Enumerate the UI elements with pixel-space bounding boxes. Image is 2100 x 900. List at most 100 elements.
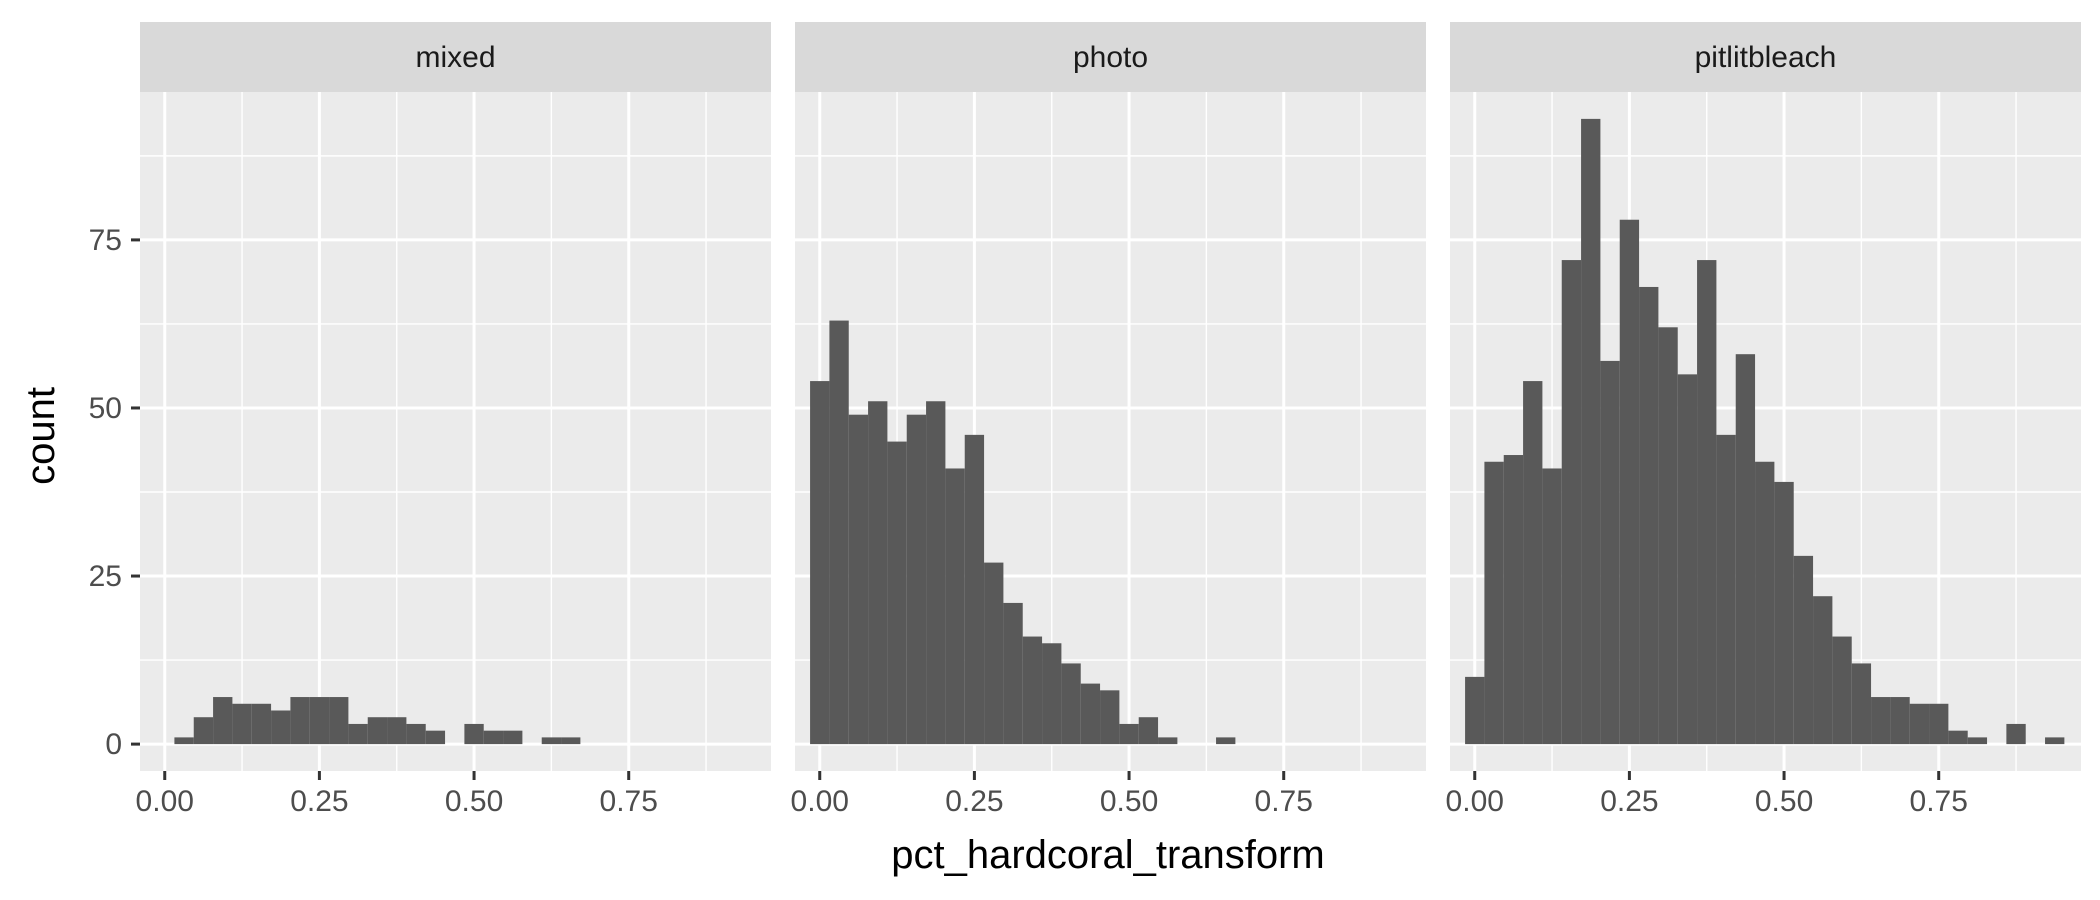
histogram-bar <box>309 697 330 745</box>
histogram-bar <box>1542 468 1562 745</box>
histogram-bar <box>503 730 523 745</box>
histogram-bar <box>1158 737 1178 745</box>
histogram-bar <box>174 737 194 745</box>
x-tick-label: 0.25 <box>945 785 1003 818</box>
histogram-bar <box>829 320 849 745</box>
x-tick-label: 0.75 <box>1255 785 1313 818</box>
x-tick-label: 0.50 <box>1755 785 1813 818</box>
histogram-bar <box>964 434 985 745</box>
y-axis-title: count <box>19 387 63 485</box>
histogram-bar <box>1061 663 1081 745</box>
facet-panel-mixed: mixed <box>140 22 771 771</box>
x-tick-label: 0.75 <box>1910 785 1968 818</box>
histogram-bar <box>251 703 272 745</box>
histogram-bar <box>232 703 252 745</box>
histogram-bar <box>1909 703 1930 745</box>
histogram-bar <box>1967 737 1988 745</box>
x-tick-label: 0.50 <box>1100 785 1158 818</box>
histogram-bar <box>1600 360 1620 745</box>
facet-strip <box>140 22 771 92</box>
x-tick-label: 0.25 <box>1600 785 1658 818</box>
panel-background <box>140 92 771 771</box>
histogram-bar <box>887 441 907 745</box>
histogram-bar <box>464 723 484 745</box>
histogram-bar <box>1929 703 1949 745</box>
histogram-bar <box>2006 723 2026 745</box>
histogram-bar <box>193 717 214 745</box>
histogram-bar <box>1022 636 1043 745</box>
histogram-bar <box>1639 286 1659 745</box>
facet-strip <box>795 22 1426 92</box>
histogram-bar <box>926 401 946 745</box>
y-tick-label: 0 <box>105 728 122 761</box>
facet-strip <box>1450 22 2081 92</box>
histogram-bar <box>1138 717 1159 745</box>
histogram-bar <box>1561 260 1582 745</box>
histogram-bar <box>348 723 368 745</box>
histogram-bar <box>945 468 965 745</box>
histogram-bar <box>271 710 291 745</box>
histogram-bar <box>541 737 562 745</box>
y-tick-label: 75 <box>89 224 122 257</box>
histogram-bar <box>906 414 927 745</box>
histogram-bar <box>387 717 407 745</box>
x-axis-pitlitbleach: 0.00 0.25 0.50 0.75 <box>1446 771 1968 818</box>
histogram-bar <box>406 723 426 745</box>
x-axis-mixed: 0.00 0.25 0.50 0.75 <box>136 771 658 818</box>
histogram-bar <box>1581 118 1601 745</box>
facet-panel-pitlitbleach: pitlitbleach <box>1450 22 2081 771</box>
histogram-bar <box>1619 219 1640 745</box>
histogram-bar <box>1119 723 1139 745</box>
histogram-bar <box>1832 636 1852 745</box>
histogram-bar <box>1697 260 1717 745</box>
histogram-bar <box>1465 676 1485 745</box>
histogram-bar <box>1100 690 1120 745</box>
x-tick-label: 0.00 <box>136 785 194 818</box>
y-tick-label: 50 <box>89 392 122 425</box>
histogram-bar <box>1813 596 1833 745</box>
histogram-bar <box>1658 327 1678 745</box>
histogram-bar <box>868 401 888 745</box>
x-tick-label: 0.00 <box>791 785 849 818</box>
histogram-bar <box>329 697 349 745</box>
y-tick-label: 25 <box>89 560 122 593</box>
histogram-bar <box>483 730 504 745</box>
histogram-bar <box>425 730 446 745</box>
histogram-bar <box>1851 663 1872 745</box>
histogram-bar <box>1735 354 1756 745</box>
histogram-bar <box>1042 643 1062 745</box>
x-axes: 0.00 0.25 0.50 0.75 0.00 0.25 0.50 0.75 0.00 0.25… <box>136 771 1968 818</box>
x-axis-title: pct_hardcoral_transform <box>891 833 1325 877</box>
histogram-bar <box>1080 683 1101 745</box>
histogram-bar <box>1793 555 1814 745</box>
x-axis-photo: 0.00 0.25 0.50 0.75 <box>791 771 1313 818</box>
histogram-bar <box>1503 455 1524 745</box>
histogram-bar <box>213 697 233 745</box>
x-tick-label: 0.50 <box>445 785 503 818</box>
histogram-bar <box>1523 381 1543 745</box>
histogram-bar <box>1677 374 1698 745</box>
histogram-bar <box>984 562 1004 745</box>
histogram-bar <box>367 717 388 745</box>
facet-strip-label: photo <box>1073 41 1148 74</box>
facet-strip-label: pitlitbleach <box>1695 41 1837 74</box>
histogram-bar <box>1890 697 1910 745</box>
histogram-bar <box>810 381 830 745</box>
histogram-bar <box>848 414 869 745</box>
facet-panels: mixed photo pitlitbleach <box>140 22 2081 771</box>
histogram-bar <box>561 737 581 745</box>
histogram-bar <box>1484 461 1504 745</box>
histogram-bar <box>1871 697 1891 745</box>
histogram-bar <box>1755 461 1775 745</box>
y-axis: 0 25 50 75 <box>89 224 140 761</box>
histogram-bar <box>290 697 310 745</box>
facet-panel-photo: photo <box>795 22 1426 771</box>
x-tick-label: 0.75 <box>600 785 658 818</box>
histogram-bar <box>2045 737 2065 745</box>
histogram-bar <box>1716 434 1736 745</box>
x-tick-label: 0.25 <box>290 785 348 818</box>
histogram-bar <box>1774 481 1794 745</box>
histogram-bar <box>1216 737 1236 745</box>
facet-strip-label: mixed <box>415 41 495 74</box>
